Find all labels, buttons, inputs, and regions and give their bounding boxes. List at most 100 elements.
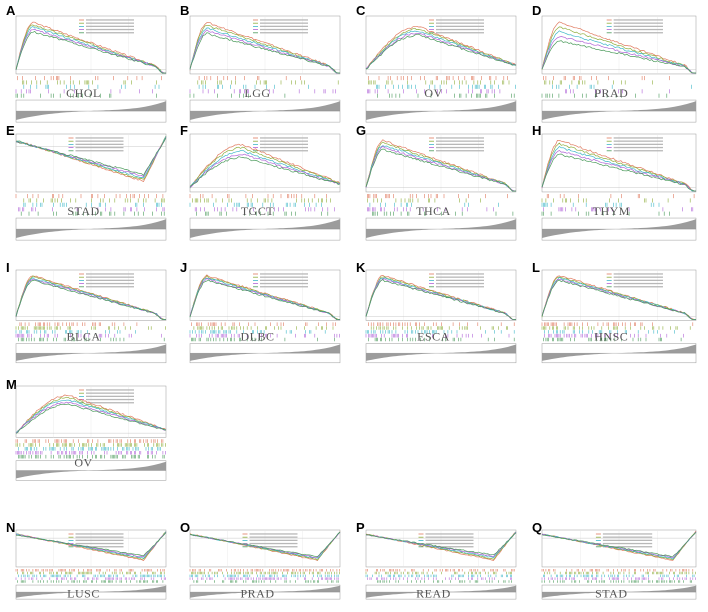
- enrichment-curve: [541, 139, 696, 192]
- panel-letter: K: [356, 260, 366, 275]
- ranked-metric: [366, 101, 516, 120]
- panel-letter: O: [180, 520, 190, 535]
- enrichment-curve: [541, 26, 696, 74]
- enrichment-curve: [365, 30, 517, 70]
- ranked-metric: [542, 101, 696, 120]
- panel-letter: Q: [532, 520, 542, 535]
- panel-letter: G: [356, 123, 366, 138]
- enrichment-curve: [189, 27, 340, 74]
- enrichment-curve: [15, 137, 167, 176]
- cancer-type-label: TGCT: [241, 204, 275, 218]
- enrichment-curve: [365, 148, 516, 192]
- ranked-metric: [16, 101, 166, 120]
- cancer-type-label: STAD: [595, 587, 627, 601]
- gsea-panel-k: K ESCA: [356, 260, 517, 364]
- cancer-type-label: READ: [416, 587, 451, 601]
- ranked-metric: [542, 585, 696, 598]
- enrichment-curve: [15, 403, 167, 434]
- panel-letter: M: [6, 377, 17, 392]
- enrichment-curve: [541, 149, 696, 192]
- ranked-metric: [542, 344, 696, 361]
- cancer-type-label: ESCA: [417, 330, 450, 344]
- panel-letter: A: [6, 3, 16, 18]
- enrichment-curve: [189, 156, 341, 187]
- enrichment-curve: [189, 32, 340, 74]
- gsea-panel-c: C OV: [356, 3, 517, 123]
- enrichment-curve: [189, 149, 341, 188]
- gsea-panel-g: G THCA: [356, 123, 517, 241]
- ranked-metric: [190, 101, 340, 120]
- cancer-type-label: OV: [424, 86, 442, 100]
- gsea-panel-h: H THYM: [532, 123, 697, 241]
- cancer-type-label: PRAD: [240, 587, 274, 601]
- cancer-type-label: STAD: [67, 204, 99, 218]
- enrichment-curve: [541, 276, 696, 320]
- gsea-panel-d: D PRAD: [532, 3, 697, 123]
- enrichment-curve: [15, 26, 166, 74]
- ranked-metric: [16, 344, 166, 361]
- panel-letter: E: [6, 123, 15, 138]
- enrichment-curve: [541, 278, 696, 320]
- enrichment-curve: [365, 278, 516, 320]
- enrichment-curve: [189, 532, 341, 557]
- cancer-type-label: OV: [74, 456, 92, 470]
- gsea-panel-o: O PRAD: [180, 520, 341, 601]
- enrichment-curve: [15, 279, 166, 320]
- panel-letter: H: [532, 123, 541, 138]
- ranked-metric: [16, 461, 166, 479]
- cancer-type-label: THYM: [593, 204, 630, 218]
- gsea-panel-e: E STAD: [6, 123, 167, 241]
- enrichment-curve: [16, 532, 167, 557]
- enrichment-curve: [365, 279, 516, 320]
- enrichment-curve: [15, 278, 166, 320]
- ranked-metric: [190, 219, 340, 238]
- gsea-panel-i: I BLCA: [6, 260, 167, 364]
- ranked-metric: [190, 344, 340, 361]
- gsea-panel-a: A CHOL: [6, 3, 167, 123]
- gsea-panel-p: P READ: [356, 520, 517, 601]
- panel-letter: P: [356, 520, 365, 535]
- panel-letter: J: [180, 260, 187, 275]
- panel-letter: F: [180, 123, 188, 138]
- enrichment-curve: [189, 143, 341, 188]
- enrichment-curve: [15, 394, 167, 434]
- cancer-type-label: DLBC: [240, 330, 274, 344]
- enrichment-curve: [189, 21, 340, 74]
- gsea-panel-f: F TGCT: [180, 123, 341, 241]
- panel-letter: L: [532, 260, 540, 275]
- enrichment-curve: [15, 30, 166, 74]
- enrichment-curve: [365, 139, 516, 192]
- cancer-type-label: CHOL: [66, 86, 101, 100]
- cancer-type-label: BLCA: [66, 330, 100, 344]
- enrichment-curve: [541, 532, 697, 557]
- gsea-panel-b: B LGG: [180, 3, 341, 123]
- ranked-metric: [366, 344, 516, 361]
- ranked-metric: [366, 219, 516, 238]
- enrichment-curve: [15, 24, 166, 74]
- ranked-metric: [542, 219, 696, 238]
- enrichment-curve: [365, 532, 517, 556]
- panel-letter: C: [356, 3, 366, 18]
- ranked-metric: [16, 585, 166, 598]
- cancer-type-label: HNSC: [594, 330, 628, 344]
- enrichment-curve: [541, 40, 696, 74]
- enrichment-curve: [15, 396, 167, 433]
- cancer-type-label: PRAD: [594, 86, 628, 100]
- enrichment-curve: [365, 33, 517, 70]
- cancer-type-label: THCA: [416, 204, 451, 218]
- enrichment-curve: [189, 146, 340, 189]
- enrichment-curve: [541, 21, 696, 74]
- panel-letter: B: [180, 3, 189, 18]
- enrichment-curve: [541, 30, 696, 74]
- gsea-panel-l: L HNSC: [532, 260, 697, 364]
- enrichment-curve: [189, 279, 340, 320]
- enrichment-curve: [541, 279, 696, 320]
- gsea-panel-q: Q STAD: [532, 520, 697, 601]
- enrichment-curve: [365, 25, 517, 70]
- cancer-type-label: LUSC: [67, 587, 100, 601]
- cancer-type-label: LGG: [244, 86, 270, 100]
- gsea-panel-n: N LUSC: [6, 520, 167, 601]
- panel-letter: D: [532, 3, 541, 18]
- panel-letter: I: [6, 260, 10, 275]
- ranked-metric: [16, 219, 166, 238]
